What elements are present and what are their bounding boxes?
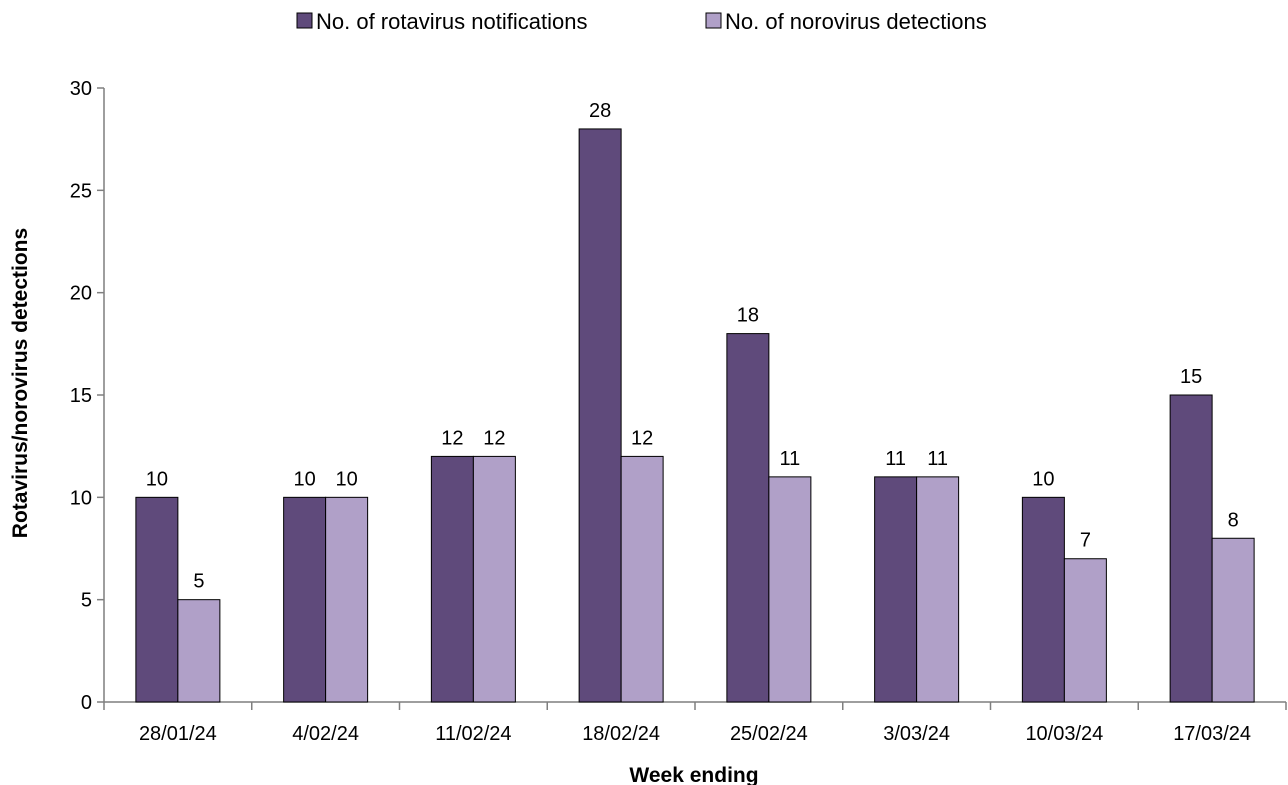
data-label: 7 [1080, 530, 1091, 552]
data-label: 11 [927, 448, 948, 470]
data-label: 10 [336, 468, 358, 490]
data-labels: 10 10 12 28 18 11 10 15 5 10 12 12 11 11 7 8 [146, 100, 1239, 593]
bar-norovirus [620, 455, 664, 703]
bar-rotavirus [578, 128, 622, 703]
bar-norovirus [325, 496, 369, 703]
y-tick-label: 30 [70, 78, 92, 100]
bar-norovirus [1211, 537, 1255, 703]
x-tick-label: 17/03/24 [1173, 723, 1251, 745]
legend-swatch [705, 12, 722, 29]
axes: 0 5 10 15 20 25 30 28/01/24 4/02/24 11/02/24 18/02… [70, 78, 1287, 745]
bar-rotavirus [726, 333, 770, 703]
x-tick-label: 28/01/24 [139, 723, 217, 745]
y-tick-label: 15 [70, 385, 92, 407]
data-label: 10 [1032, 468, 1054, 490]
data-label: 12 [631, 427, 653, 449]
y-tick-label: 10 [70, 487, 92, 509]
x-tick-label: 10/03/24 [1025, 723, 1103, 745]
bar-rotavirus [283, 496, 327, 703]
legend-swatch [296, 12, 313, 29]
x-tick-label: 3/03/24 [883, 723, 950, 745]
data-label: 10 [294, 468, 316, 490]
bar-norovirus [1063, 558, 1107, 703]
data-label: 12 [441, 427, 463, 449]
bar-norovirus [177, 599, 221, 703]
data-label: 11 [779, 448, 800, 470]
data-label: 28 [589, 100, 611, 122]
legend: No. of rotavirus notifications No. of nor… [296, 9, 987, 34]
y-tick-label: 5 [81, 590, 92, 612]
x-tick-label: 18/02/24 [582, 723, 660, 745]
x-tick-label: 4/02/24 [292, 723, 359, 745]
x-tick-label: 11/02/24 [435, 723, 511, 745]
data-label: 11 [885, 448, 906, 470]
bar-norovirus [472, 455, 516, 703]
data-label: 18 [737, 305, 759, 327]
y-axis-title: Rotavirus/norovirus detections [9, 228, 32, 538]
data-label: 15 [1180, 366, 1202, 388]
bar-rotavirus [1169, 394, 1213, 703]
x-axis-title: Week ending [629, 764, 758, 785]
bar-rotavirus [430, 455, 474, 703]
data-label: 12 [483, 427, 505, 449]
legend-label: No. of rotavirus notifications [316, 9, 587, 34]
y-tick-label: 0 [81, 692, 92, 714]
data-label: 8 [1228, 509, 1239, 531]
bar-rotavirus [135, 496, 179, 703]
legend-label: No. of norovirus detections [725, 9, 987, 34]
bar-norovirus [916, 476, 960, 703]
y-tick-label: 25 [70, 180, 92, 202]
y-tick-label: 20 [70, 283, 92, 305]
bar-rotavirus [1021, 496, 1065, 703]
data-label: 5 [193, 571, 204, 593]
bar-norovirus [768, 476, 812, 703]
x-tick-label: 25/02/24 [730, 723, 808, 745]
data-label: 10 [146, 468, 168, 490]
bars [135, 128, 1255, 703]
bar-rotavirus [874, 476, 918, 703]
